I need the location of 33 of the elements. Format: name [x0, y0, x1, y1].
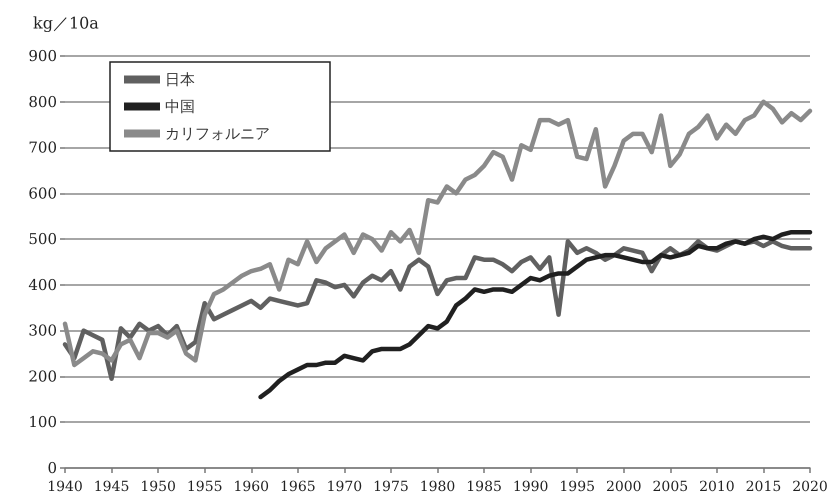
x-tick-label: 1985	[466, 479, 502, 495]
line-series	[258, 230, 812, 400]
x-tick-label: 2000	[606, 479, 642, 495]
legend-label: 日本	[165, 70, 195, 88]
y-tick-label: 500	[28, 230, 57, 248]
x-tick-label: 1955	[186, 479, 223, 495]
y-tick-label: 900	[28, 47, 57, 65]
x-tick-label: 1945	[94, 479, 130, 495]
y-tick-label: 700	[28, 138, 57, 157]
y-tick-label: 0	[47, 459, 57, 477]
y-axis-title: kg／10a	[33, 14, 100, 32]
x-tick-label: 1960	[233, 479, 270, 495]
x-tick-label: 1970	[326, 479, 362, 495]
x-tick-label: 2015	[746, 479, 782, 495]
x-tick-label: 1940	[47, 479, 83, 495]
line-series	[62, 100, 812, 368]
x-tick-label: 1965	[280, 479, 316, 495]
x-tick-label: 1950	[140, 479, 176, 495]
x-tick-label: 1990	[512, 479, 548, 495]
x-tick-label: 1980	[420, 479, 456, 495]
x-tick-label: 2010	[699, 479, 735, 495]
y-tick-label: 400	[28, 276, 57, 294]
y-tick-label: 600	[28, 184, 57, 202]
x-tick-label: 2020	[792, 479, 828, 495]
legend-label: カリフォルニア	[165, 124, 270, 142]
x-tick-label: 1975	[373, 479, 409, 495]
legend-label: 中国	[165, 98, 195, 116]
x-tick-label: 1995	[559, 479, 596, 495]
y-tick-label: 100	[28, 413, 57, 432]
y-tick-label: 300	[28, 322, 57, 340]
y-tick-label: 800	[28, 92, 57, 111]
y-tick-label: 200	[28, 367, 57, 386]
x-tick-label: 2005	[652, 479, 688, 495]
